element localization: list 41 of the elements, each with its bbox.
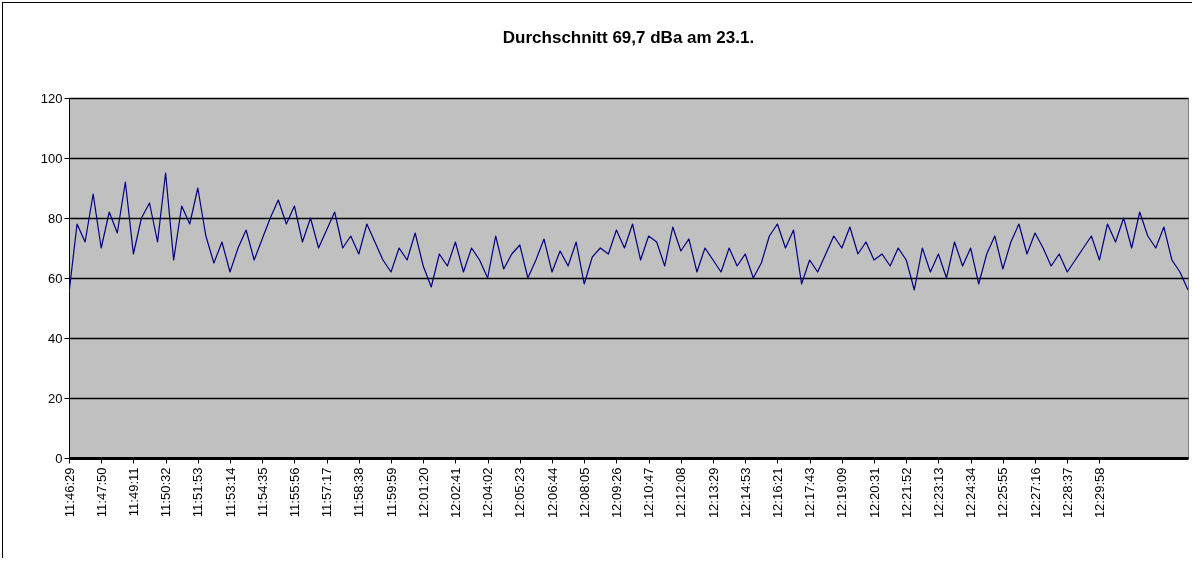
x-tick-label: 11:51:53 <box>190 467 206 518</box>
y-tick-label: 120 <box>40 90 63 106</box>
x-tick-label: 11:58:38 <box>351 467 367 518</box>
x-tick-label: 11:57:17 <box>319 467 335 518</box>
x-tick-label: 12:10:47 <box>641 467 657 519</box>
y-tick-label: 80 <box>48 210 63 226</box>
x-tick-label: 12:06:44 <box>544 467 560 519</box>
x-tick-label: 12:25:55 <box>995 467 1011 519</box>
x-tick-label: 12:05:23 <box>512 467 528 519</box>
y-tick-label: 0 <box>55 450 63 466</box>
x-tick-label: 12:24:34 <box>963 467 979 519</box>
y-tick-label: 40 <box>48 330 63 346</box>
x-tick-label: 12:27:16 <box>1027 467 1043 519</box>
x-tick-label: 12:28:37 <box>1059 467 1075 519</box>
x-tick-label: 12:08:05 <box>576 467 592 519</box>
x-tick-label: 12:20:31 <box>866 467 882 519</box>
x-tick-label: 12:29:58 <box>1091 467 1107 519</box>
y-tick-label: 20 <box>48 390 63 406</box>
x-tick-label: 12:13:29 <box>705 467 721 519</box>
x-tick-label: 11:50:32 <box>158 467 174 518</box>
x-tick-label: 11:54:35 <box>254 467 270 518</box>
x-tick-label: 11:53:14 <box>222 467 238 518</box>
x-tick-label: 11:47:50 <box>93 467 109 518</box>
x-tick-label: 12:17:43 <box>802 467 818 519</box>
x-tick-label: 12:16:21 <box>769 467 785 519</box>
x-tick-label: 12:01:20 <box>415 467 431 519</box>
x-tick-label: 12:04:02 <box>480 467 496 519</box>
x-tick-label: 11:55:56 <box>286 467 302 518</box>
x-tick-label: 11:59:59 <box>383 467 399 518</box>
x-tick-label: 11:46:29 <box>61 467 77 518</box>
chart-title: Durchschnitt 69,7 dBa am 23.1. <box>502 28 755 47</box>
x-tick-label: 12:14:53 <box>737 467 753 519</box>
y-tick-label: 60 <box>48 270 63 286</box>
x-tick-label: 11:49:11 <box>125 467 141 517</box>
x-tick-label: 12:02:41 <box>447 467 463 519</box>
x-tick-label: 12:12:08 <box>673 467 689 519</box>
x-tick-label: 12:19:09 <box>834 467 850 519</box>
x-tick-label: 12:09:26 <box>608 467 624 519</box>
x-tick-label: 12:23:13 <box>930 467 946 519</box>
x-tick-label: 12:21:52 <box>898 467 914 519</box>
y-tick-label: 100 <box>40 150 63 166</box>
